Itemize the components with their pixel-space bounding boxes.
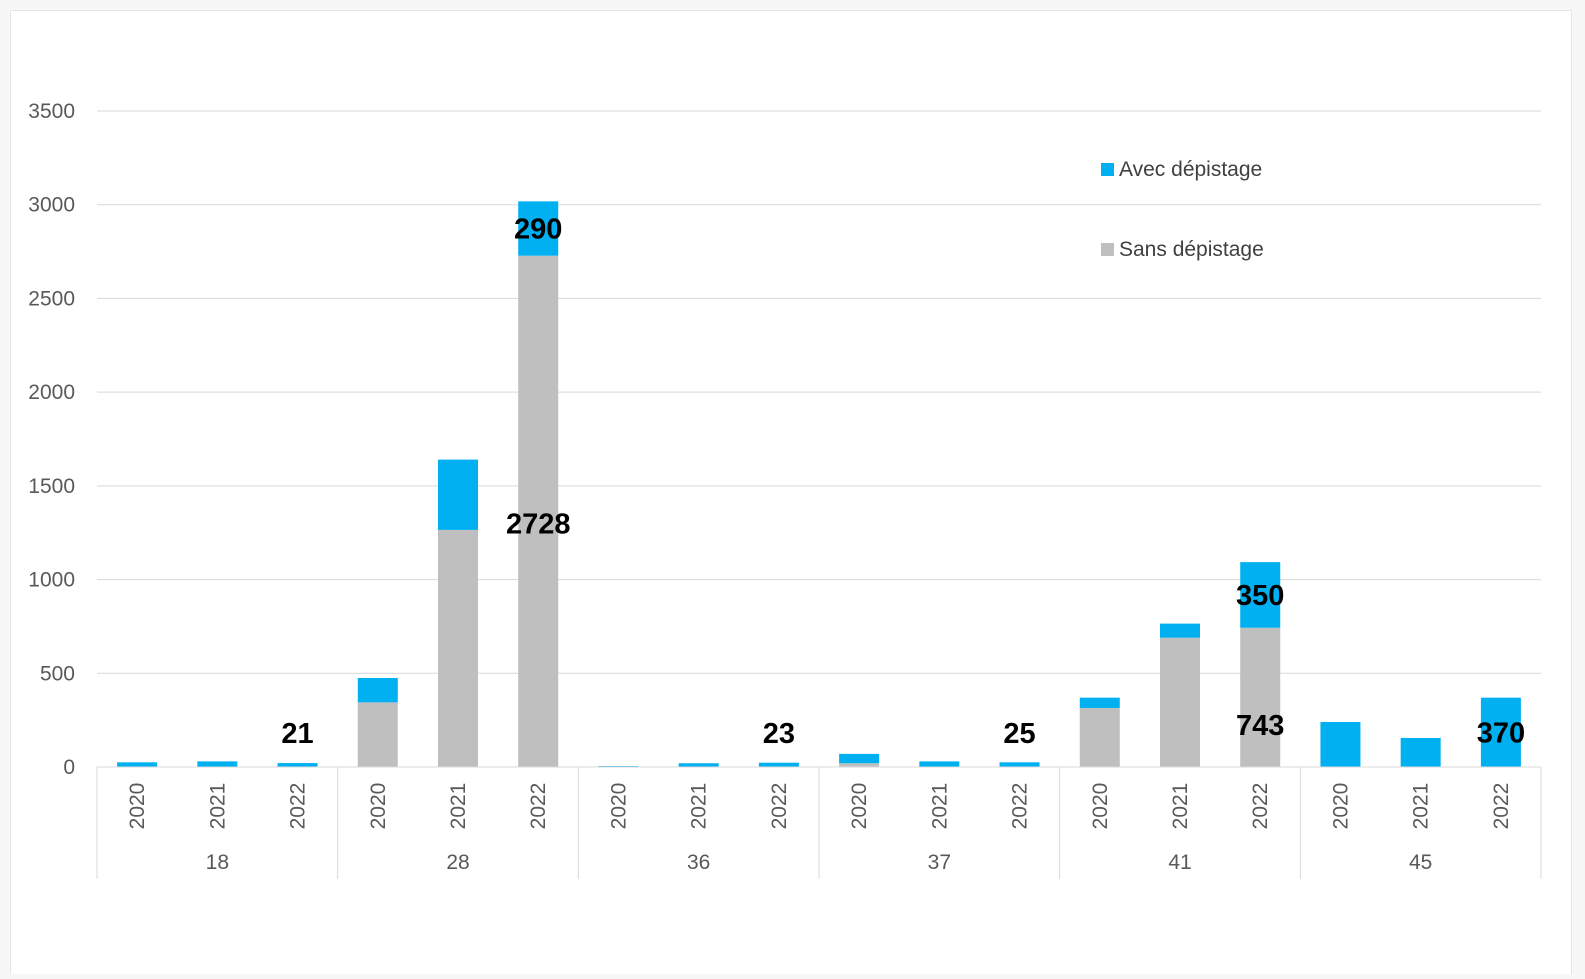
bar-segment-avec [197,761,238,767]
bar-segment-avec [438,459,478,530]
data-label: 2728 [506,508,571,540]
bar-segment-sans [1160,637,1200,767]
x-tick-label: 2020 [367,783,390,830]
group-label: 36 [687,851,710,874]
bar-segment-sans [839,763,880,767]
bar-segment-avec [839,753,880,764]
group-label: 28 [446,851,469,874]
x-tick-label: 2021 [1410,783,1433,830]
y-tick-label: 2000 [28,381,75,404]
bar-segment-sans [438,529,478,767]
bar-segment-sans [1079,707,1120,767]
x-tick-label: 2020 [1329,783,1352,830]
legend: Avec dépistage Sans dépistage [1101,158,1264,261]
bar-segment-avec [1079,697,1120,708]
x-tick-label: 2022 [1009,783,1032,830]
gridlines [97,110,1541,674]
x-tick-label: 2021 [928,783,951,830]
y-axis: 0 500 1000 1500 2000 2500 3000 3500 [28,100,75,779]
bar-segment-sans [357,702,398,767]
x-tick-label: 2020 [126,783,149,830]
x-tick-label: 2022 [527,783,550,830]
bar-segment-avec [1240,562,1281,628]
bar-segment-avec [277,763,318,767]
data-label: 25 [1003,718,1035,750]
x-tick-label: 2020 [848,783,871,830]
bar-segment-avec [678,763,719,767]
x-tick-label: 2020 [1089,783,1112,830]
legend-label-avec: Avec dépistage [1119,158,1262,181]
legend-swatch-avec [1101,163,1114,176]
data-labels: 21 290 2728 23 25 350 743 370 [281,214,1525,750]
x-tick-label: 2021 [1169,783,1192,830]
group-label: 18 [206,851,229,874]
bar-segment-avec [1480,697,1521,767]
group-label: 41 [1168,851,1191,874]
x-tick-label: 2021 [447,783,470,830]
data-label: 21 [281,718,313,750]
y-tick-label: 3000 [28,194,75,217]
x-tick-label: 2022 [768,783,791,830]
y-tick-label: 0 [63,756,75,779]
bar-segment-avec [1400,737,1441,767]
y-tick-label: 3500 [28,100,75,123]
group-label: 45 [1409,851,1432,874]
bar-segment-avec [999,762,1040,767]
bar-segment-avec [1320,722,1361,767]
data-label: 743 [1236,710,1284,742]
bars [117,201,1521,767]
bar-segment-avec [919,761,960,767]
bar-segment-avec [1160,623,1200,638]
x-tick-label: 2022 [1490,783,1513,830]
legend-label-sans: Sans dépistage [1119,238,1264,261]
data-label: 23 [763,718,795,750]
x-tick-label: 2022 [287,783,310,830]
x-axis: 2020 2021 2022 2020 2021 2022 2020 2021 2022 2020… [96,766,1542,879]
bar-segment-sans [518,255,559,767]
bar-segment-avec [518,201,559,256]
x-tick-label: 2022 [1249,783,1272,830]
data-label: 370 [1477,717,1525,749]
bar-segment-avec [758,762,799,767]
x-tick-label: 2020 [607,783,630,830]
y-tick-label: 500 [40,662,75,685]
data-label: 350 [1236,580,1284,612]
data-label: 290 [514,214,562,246]
y-tick-label: 1500 [28,475,75,498]
chart-frame: 0 500 1000 1500 2000 2500 3000 3500 2020 2021 202… [10,10,1572,974]
x-tick-label: 2021 [688,783,711,830]
x-tick-label: 2021 [206,783,229,830]
group-label: 37 [928,851,951,874]
y-tick-label: 2500 [28,287,75,310]
bar-segment-avec [357,677,398,703]
bar-segment-sans [1240,627,1281,767]
legend-swatch-sans [1101,243,1114,256]
bar-segment-avec [117,762,158,767]
y-tick-label: 1000 [28,569,75,592]
